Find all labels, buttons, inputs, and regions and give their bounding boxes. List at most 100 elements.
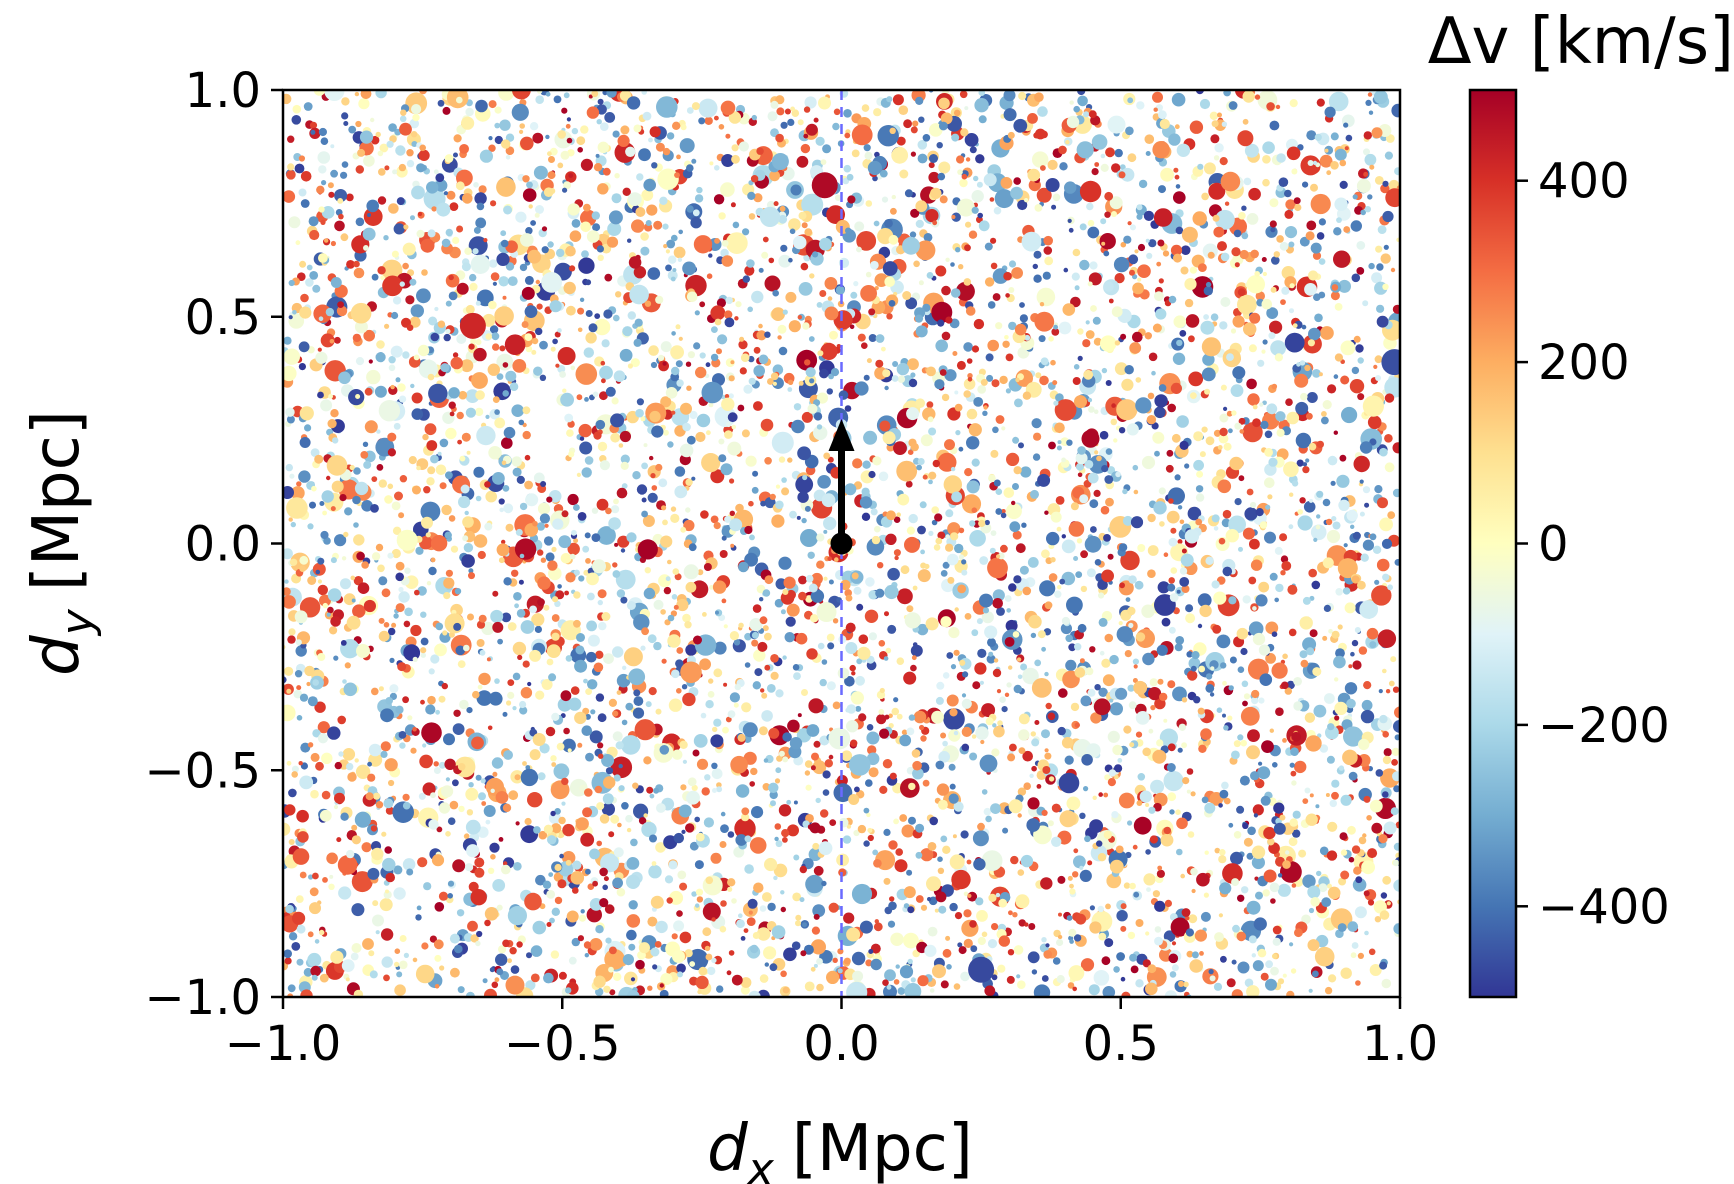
galaxy-point [1365, 99, 1372, 106]
galaxy-point [498, 837, 504, 842]
galaxy-point [1185, 613, 1196, 624]
galaxy-point [1096, 840, 1103, 847]
galaxy-point [671, 410, 676, 415]
galaxy-point [478, 614, 487, 623]
galaxy-point [979, 680, 985, 685]
galaxy-point [426, 581, 432, 586]
galaxy-point [1231, 878, 1240, 887]
galaxy-point [1027, 168, 1041, 182]
galaxy-point [1089, 921, 1102, 934]
galaxy-point [733, 639, 741, 646]
galaxy-point [1188, 335, 1195, 343]
galaxy-point [1127, 606, 1136, 616]
galaxy-point [464, 510, 469, 516]
galaxy-point [385, 697, 394, 705]
galaxy-point [978, 90, 986, 96]
galaxy-point [783, 576, 796, 589]
galaxy-point [567, 542, 580, 556]
galaxy-point [844, 405, 852, 412]
galaxy-point [507, 622, 517, 631]
galaxy-point [732, 221, 740, 229]
galaxy-point [1195, 493, 1205, 502]
galaxy-point [420, 611, 427, 618]
galaxy-point [405, 92, 428, 115]
galaxy-point [1145, 931, 1150, 936]
galaxy-point [1289, 308, 1294, 314]
galaxy-point [428, 566, 437, 576]
galaxy-point [1065, 634, 1073, 643]
galaxy-point [808, 336, 815, 342]
galaxy-point [620, 548, 626, 553]
galaxy-point [738, 622, 744, 628]
galaxy-point [1051, 328, 1060, 336]
galaxy-point [785, 616, 796, 627]
galaxy-point [810, 589, 825, 603]
galaxy-point [358, 98, 370, 110]
galaxy-point [1006, 975, 1015, 984]
galaxy-point [1114, 362, 1128, 376]
galaxy-point [1252, 418, 1261, 428]
galaxy-point [685, 361, 692, 367]
galaxy-point [500, 230, 507, 237]
galaxy-point [813, 865, 824, 876]
galaxy-point [607, 222, 622, 236]
galaxy-point [1223, 442, 1232, 451]
galaxy-point [735, 834, 748, 846]
galaxy-point [874, 525, 881, 533]
galaxy-point [612, 646, 624, 658]
galaxy-point [1285, 398, 1293, 407]
galaxy-point [1286, 680, 1295, 690]
galaxy-point [996, 689, 1002, 694]
galaxy-point [795, 920, 801, 927]
galaxy-point [1027, 797, 1040, 810]
galaxy-point [964, 106, 969, 111]
galaxy-point [1352, 194, 1358, 200]
galaxy-point [963, 378, 976, 390]
galaxy-point [906, 869, 913, 876]
galaxy-point [939, 121, 948, 131]
galaxy-point [457, 986, 465, 994]
galaxy-point [1331, 779, 1340, 788]
galaxy-point [533, 826, 541, 834]
galaxy-point [317, 151, 331, 164]
galaxy-point [751, 114, 757, 121]
galaxy-point [388, 123, 397, 132]
galaxy-point [671, 933, 678, 940]
galaxy-point [1074, 722, 1081, 728]
galaxy-point [1143, 873, 1156, 886]
galaxy-point [443, 733, 455, 746]
galaxy-point [676, 963, 686, 974]
galaxy-point [551, 907, 560, 916]
galaxy-point [433, 761, 439, 767]
galaxy-point [433, 939, 444, 950]
galaxy-point [1362, 486, 1371, 494]
galaxy-point [1105, 380, 1112, 386]
galaxy-point [1240, 706, 1260, 726]
galaxy-point [1151, 422, 1159, 430]
galaxy-point [1343, 543, 1348, 548]
galaxy-point [1258, 697, 1265, 704]
galaxy-point [1307, 160, 1314, 166]
galaxy-point [655, 463, 663, 472]
galaxy-point [1127, 820, 1133, 826]
galaxy-point [680, 402, 692, 415]
galaxy-point [761, 710, 773, 722]
galaxy-point [803, 106, 811, 113]
galaxy-point [1076, 462, 1084, 471]
galaxy-point [1355, 344, 1364, 353]
galaxy-point [1246, 852, 1254, 860]
galaxy-point [1302, 466, 1310, 474]
galaxy-point [558, 816, 566, 825]
galaxy-point [984, 985, 996, 997]
galaxy-point [439, 965, 445, 971]
galaxy-point [476, 639, 485, 647]
galaxy-point [1202, 353, 1215, 366]
galaxy-point [384, 495, 393, 504]
galaxy-point [894, 555, 899, 561]
galaxy-point [475, 300, 481, 306]
galaxy-point [483, 805, 496, 817]
galaxy-point [870, 260, 879, 270]
galaxy-point [1151, 370, 1156, 376]
galaxy-point [775, 689, 784, 698]
galaxy-point [738, 141, 750, 152]
